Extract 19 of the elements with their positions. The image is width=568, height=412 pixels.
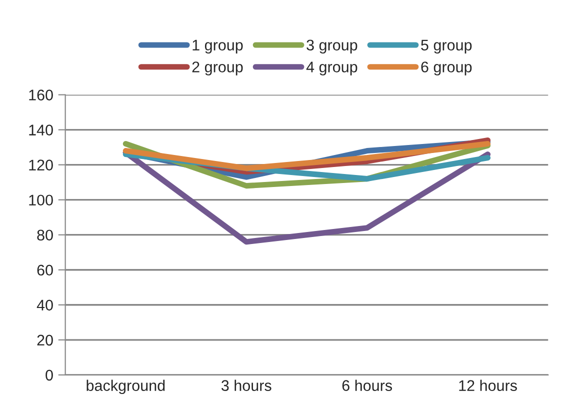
y-tick-label: 60 <box>37 264 53 276</box>
y-tick-label: 140 <box>29 124 53 136</box>
x-tick-label: background <box>86 380 165 394</box>
legend-label: 2 group <box>192 62 243 76</box>
legend-label: 3 group <box>306 40 358 54</box>
legend-label: 4 group <box>306 62 358 76</box>
y-tick-label: 80 <box>37 230 53 241</box>
y-tick-label: 120 <box>29 160 53 170</box>
y-tick-label: 0 <box>46 370 53 381</box>
legend-label: 6 group <box>421 62 472 76</box>
x-tick-label: 6 hours <box>342 380 392 392</box>
legend-label: 1 group <box>192 40 243 54</box>
y-tick-label: 20 <box>37 334 53 346</box>
x-tick-label: 12 hours <box>459 380 517 392</box>
x-tick-label: 3 hours <box>221 380 272 392</box>
y-tick-label: 100 <box>29 194 53 206</box>
y-tick-label: 40 <box>36 300 53 311</box>
y-tick-label: 160 <box>29 90 53 100</box>
legend-label: 5 group <box>421 40 472 54</box>
